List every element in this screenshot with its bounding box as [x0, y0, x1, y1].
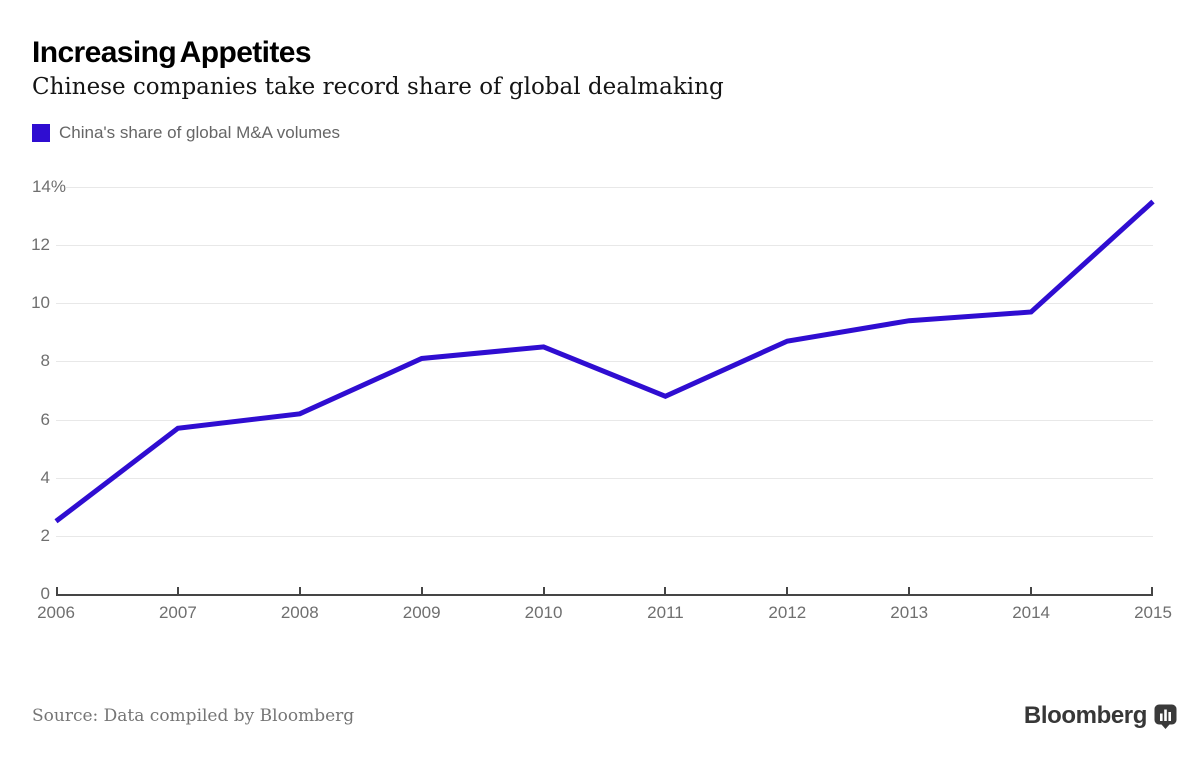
chart-subtitle: Chinese companies take record share of g…	[32, 74, 724, 100]
x-tick-label: 2006	[37, 603, 75, 622]
source-note: Source: Data compiled by Bloomberg	[32, 706, 355, 726]
y-tick-label: 2	[0, 524, 50, 547]
bloomberg-logo: Bloomberg	[1024, 702, 1177, 730]
x-tick-label: 2014	[1012, 603, 1051, 622]
x-tick-label: 2012	[768, 603, 807, 622]
line-series	[54, 199, 1155, 524]
legend: China's share of global M&A volumes	[32, 123, 340, 142]
legend-swatch-icon	[32, 123, 50, 142]
x-tick-label: 2011	[647, 603, 684, 622]
gridline	[56, 419, 1153, 421]
gridline	[56, 187, 1153, 188]
data-line	[54, 199, 1155, 524]
x-axis-tick	[176, 587, 179, 594]
x-tick-label: 2010	[524, 603, 563, 622]
y-tick-label: 10	[0, 292, 50, 315]
gridline	[56, 535, 1153, 537]
x-axis-tick	[420, 587, 423, 594]
x-axis-tick	[664, 587, 667, 594]
gridline	[56, 477, 1153, 479]
bar-chart-bubble-icon	[1154, 704, 1177, 729]
legend-label: China's share of global M&A volumes	[59, 123, 341, 142]
x-axis-tick	[786, 587, 789, 594]
y-tick-label: 12	[0, 234, 50, 257]
x-axis-tick	[908, 587, 911, 594]
x-axis-tick	[1151, 587, 1153, 594]
y-tick-label: 8	[0, 350, 50, 373]
x-axis-tick	[542, 587, 545, 594]
y-tick-label: 4	[0, 466, 50, 489]
x-tick-label: 2008	[280, 603, 319, 622]
y-tick-label: 6	[0, 408, 50, 431]
gridline	[56, 245, 1153, 247]
x-axis-tick	[298, 587, 301, 594]
x-axis-tick	[56, 587, 58, 594]
x-tick-label: 2015	[1134, 603, 1172, 622]
bloomberg-wordmark: Bloomberg	[1023, 702, 1147, 729]
x-tick-label: 2009	[402, 603, 441, 622]
y-tick-label: 0	[0, 583, 50, 605]
y-tick-label: 14%	[0, 176, 66, 198]
x-tick-label: 2007	[158, 603, 197, 622]
x-axis-tick	[1030, 587, 1033, 594]
x-tick-label: 2013	[890, 603, 929, 622]
gridline	[56, 303, 1153, 305]
chart-title: Increasing Appetites	[32, 36, 312, 69]
gridline	[56, 361, 1153, 363]
plot-area	[54, 187, 1155, 596]
